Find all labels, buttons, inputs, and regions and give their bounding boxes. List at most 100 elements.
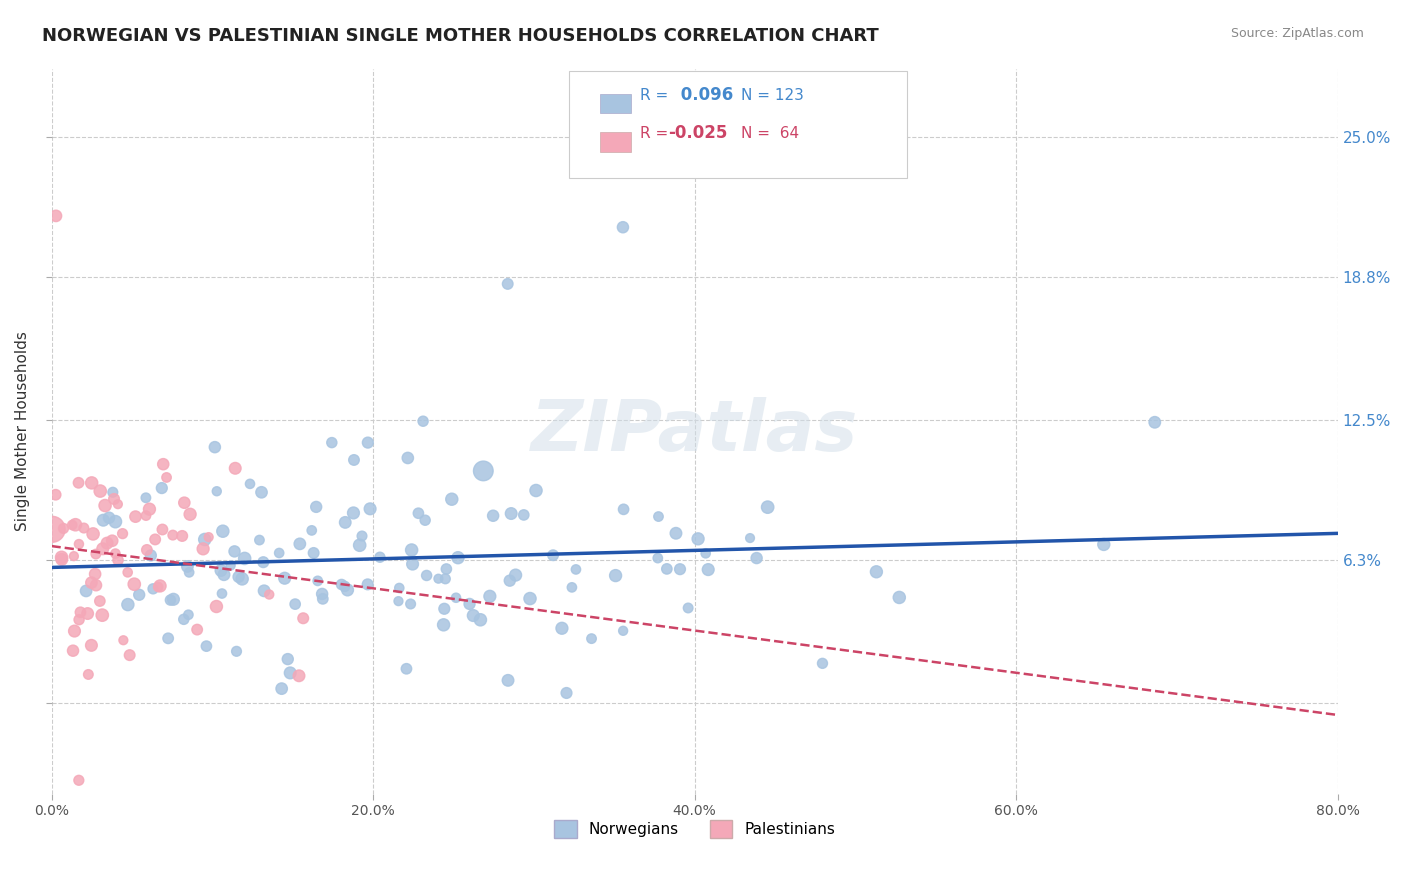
Point [62, 643, 84, 657]
Point [249, 533, 271, 547]
Point [444, 591, 467, 605]
Point [612, 220, 634, 235]
Text: 0.096: 0.096 [675, 86, 733, 103]
Point [434, 572, 457, 586]
Point [205, 484, 228, 499]
Point [80, 475, 103, 490]
Point [676, 601, 699, 615]
Point [80, 638, 103, 652]
Point [228, 570, 250, 584]
Point [270, 681, 292, 696]
Point [191, 541, 214, 556]
Point [277, 652, 299, 666]
Point [91, 513, 114, 527]
Legend: Norwegians, Palestinians: Norwegians, Palestinians [547, 814, 842, 845]
Point [440, 492, 463, 507]
Point [84, 547, 107, 561]
Point [211, 586, 233, 600]
Point [427, 572, 450, 586]
Point [67, 475, 90, 490]
Point [103, 491, 125, 506]
Point [288, 537, 311, 551]
Point [233, 551, 256, 566]
Point [117, 566, 139, 580]
Point [463, 608, 485, 623]
Point [482, 508, 505, 523]
Point [447, 550, 470, 565]
Point [368, 550, 391, 565]
Point [605, 568, 627, 582]
Point [52, 521, 75, 535]
Point [470, 613, 492, 627]
Point [302, 546, 325, 560]
Point [91, 541, 114, 556]
Point [177, 607, 200, 622]
Point [496, 277, 519, 291]
Point [152, 457, 174, 471]
Point [359, 501, 381, 516]
Point [89, 594, 111, 608]
Point [150, 481, 173, 495]
Point [51, 552, 73, 566]
Point [149, 579, 172, 593]
Point [433, 601, 456, 615]
Point [82, 527, 104, 541]
Point [395, 662, 418, 676]
Point [107, 497, 129, 511]
Point [63, 624, 86, 638]
Point [143, 533, 166, 547]
Point [357, 435, 380, 450]
Point [122, 577, 145, 591]
Point [335, 516, 357, 530]
Point [745, 551, 768, 566]
Point [89, 484, 111, 499]
Point [224, 461, 246, 475]
Point [84, 578, 107, 592]
Point [45, 209, 67, 223]
Point [519, 591, 541, 606]
Point [278, 665, 301, 680]
Point [211, 524, 233, 539]
Point [284, 597, 307, 611]
Point [665, 526, 688, 541]
Point [224, 544, 246, 558]
Point [312, 591, 335, 606]
Point [239, 476, 262, 491]
Point [107, 553, 129, 567]
Point [415, 568, 437, 582]
Point [432, 617, 454, 632]
Point [80, 575, 103, 590]
Point [257, 588, 280, 602]
Point [499, 574, 522, 588]
Point [541, 548, 564, 562]
Point [124, 509, 146, 524]
Point [142, 582, 165, 596]
Point [101, 533, 124, 548]
Point [146, 580, 169, 594]
Point [139, 549, 162, 563]
Point [612, 624, 634, 638]
Point [396, 450, 419, 465]
Point [412, 414, 434, 428]
Point [67, 613, 90, 627]
Point [51, 550, 73, 565]
Point [551, 621, 574, 635]
Point [356, 577, 378, 591]
Point [695, 546, 717, 560]
Point [173, 612, 195, 626]
Point [135, 491, 157, 505]
Point [292, 611, 315, 625]
Point [269, 546, 291, 560]
Point [555, 686, 578, 700]
Point [186, 623, 208, 637]
Point [67, 773, 90, 788]
Point [101, 485, 124, 500]
Point [253, 583, 276, 598]
Point [342, 506, 364, 520]
Point [231, 572, 253, 586]
Point [307, 574, 329, 588]
Point [69, 605, 91, 619]
Text: N =  64: N = 64 [741, 127, 799, 141]
Point [128, 588, 150, 602]
Point [219, 558, 242, 573]
